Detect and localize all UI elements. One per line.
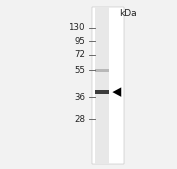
Text: 130: 130 — [68, 23, 85, 32]
Text: 72: 72 — [74, 50, 85, 59]
Text: 28: 28 — [74, 115, 85, 124]
Text: 95: 95 — [74, 37, 85, 46]
Polygon shape — [112, 87, 121, 97]
Bar — [95, 90, 109, 94]
Bar — [92, 7, 124, 164]
Bar — [95, 7, 109, 164]
Text: 36: 36 — [74, 93, 85, 102]
Bar — [95, 69, 109, 72]
Text: 55: 55 — [74, 66, 85, 75]
Text: kDa: kDa — [119, 9, 136, 18]
